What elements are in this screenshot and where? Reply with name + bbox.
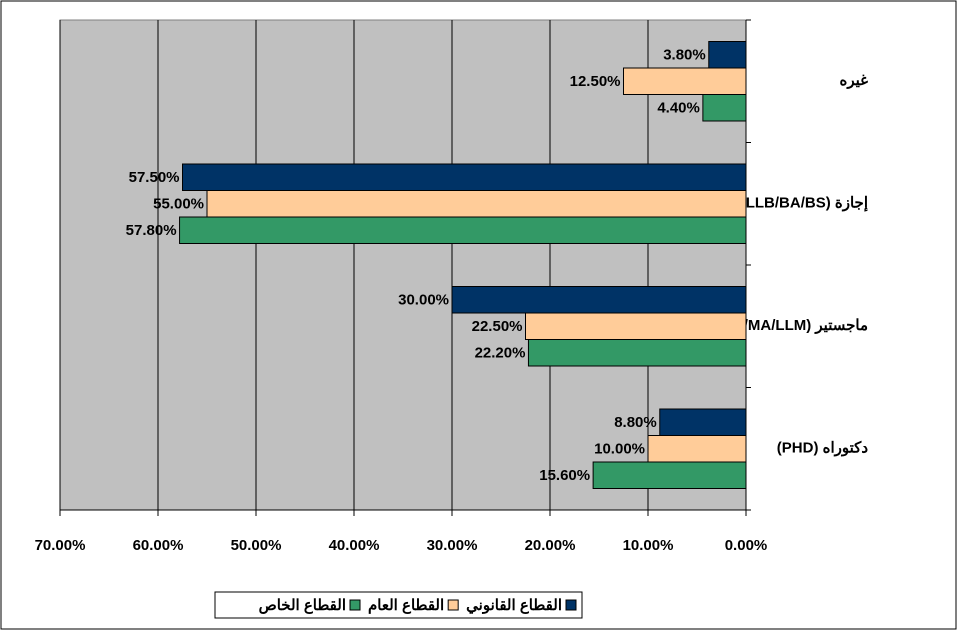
data-label: 57.50% xyxy=(129,169,180,186)
data-label: 22.20% xyxy=(475,345,526,362)
x-tick-label: 20.00% xyxy=(525,537,576,554)
x-tick-label: 0.00% xyxy=(725,537,768,554)
data-label: 3.80% xyxy=(663,47,706,64)
legend-box xyxy=(214,591,583,619)
y-tick-label: غيره xyxy=(839,72,868,89)
x-tick-label: 60.00% xyxy=(133,537,184,554)
data-label: 30.00% xyxy=(398,292,449,309)
y-tick-label: ماجستير (MS/MA/LLM) xyxy=(716,317,868,334)
legend-swatch xyxy=(447,599,459,611)
bar xyxy=(525,312,747,340)
data-label: 10.00% xyxy=(594,441,645,458)
data-label: 55.00% xyxy=(153,196,204,213)
bar xyxy=(182,163,747,191)
bar xyxy=(527,339,747,367)
y-tick-label: دكتوراه (PHD) xyxy=(777,440,869,457)
x-tick-label: 70.00% xyxy=(35,537,86,554)
legend-swatch xyxy=(349,599,361,611)
data-label: 8.80% xyxy=(614,414,657,431)
legend-swatch xyxy=(565,599,577,611)
legend-label: القطاع الخاص xyxy=(259,597,346,614)
data-label: 4.40% xyxy=(657,100,700,117)
legend-label: القطاع القانوني xyxy=(466,597,562,615)
x-tick-label: 30.00% xyxy=(427,537,478,554)
bar xyxy=(206,190,747,218)
x-tick-label: 50.00% xyxy=(231,537,282,554)
bar xyxy=(702,94,747,122)
data-label: 15.60% xyxy=(539,467,590,484)
plot-area xyxy=(59,19,747,511)
data-label: 12.50% xyxy=(570,73,621,90)
bar xyxy=(708,41,747,69)
x-tick-label: 10.00% xyxy=(623,537,674,554)
bar xyxy=(179,216,747,244)
bar xyxy=(659,408,747,436)
bar xyxy=(451,286,747,314)
bar xyxy=(592,461,747,489)
y-tick-label: إجازة (LLB/BA/BS) xyxy=(741,195,868,212)
data-label: 22.50% xyxy=(472,318,523,335)
x-tick-label: 40.00% xyxy=(329,537,380,554)
bar xyxy=(623,67,747,95)
data-label: 57.80% xyxy=(126,222,177,239)
legend-label: القطاع العام xyxy=(368,597,444,614)
bar xyxy=(647,435,747,463)
